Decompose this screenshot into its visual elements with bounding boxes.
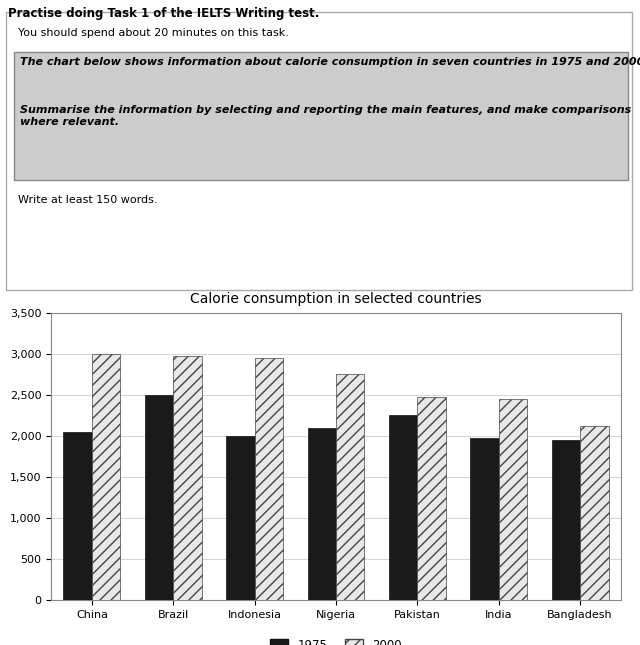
Bar <box>389 415 417 600</box>
Text: Write at least 150 words.: Write at least 150 words. <box>18 195 157 205</box>
Bar <box>417 397 446 600</box>
Bar <box>470 438 499 600</box>
FancyBboxPatch shape <box>6 12 632 290</box>
Text: Summarise the information by selecting and reporting the main features, and make: Summarise the information by selecting a… <box>20 105 631 126</box>
Title: Calorie consumption in selected countries: Calorie consumption in selected countrie… <box>190 292 482 306</box>
Bar <box>92 354 120 600</box>
Bar <box>173 356 202 600</box>
FancyBboxPatch shape <box>14 52 628 180</box>
Text: The chart below shows information about calorie consumption in seven countries i: The chart below shows information about … <box>20 57 640 67</box>
Bar <box>499 399 527 600</box>
Legend: 1975, 2000: 1975, 2000 <box>266 635 406 645</box>
Bar <box>307 428 336 600</box>
Bar <box>336 374 364 600</box>
Bar <box>255 358 283 600</box>
Bar <box>63 432 92 600</box>
Bar <box>552 440 580 600</box>
Bar <box>226 436 255 600</box>
Bar <box>145 395 173 600</box>
Text: Practise doing Task 1 of the IELTS Writing test.: Practise doing Task 1 of the IELTS Writi… <box>8 7 319 20</box>
Text: You should spend about 20 minutes on this task.: You should spend about 20 minutes on thi… <box>18 28 289 38</box>
Bar <box>580 426 609 600</box>
